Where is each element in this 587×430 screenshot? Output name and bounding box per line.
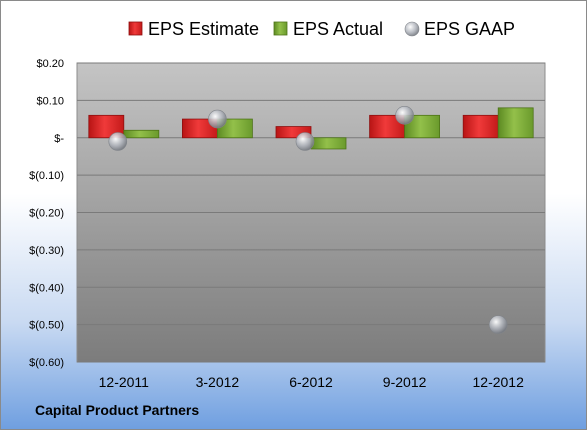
bar-eps-actual	[310, 137, 347, 150]
bar-series	[88, 107, 534, 150]
x-tick-label: 12-2012	[473, 374, 525, 390]
y-tick-label: $-	[54, 133, 64, 145]
bar-eps-estimate	[88, 114, 125, 139]
legend: EPS Estimate EPS Actual EPS GAAP	[128, 19, 515, 39]
legend-swatch-actual	[273, 21, 288, 36]
bar-eps-estimate	[275, 126, 312, 139]
point-eps-gaap	[488, 315, 508, 334]
point-eps-gaap	[108, 132, 128, 151]
y-tick-label: $0.10	[36, 95, 64, 107]
x-tick-label: 3-2012	[196, 374, 240, 390]
y-tick-label: $(0.50)	[29, 320, 64, 332]
y-tick-label: $(0.60)	[29, 357, 64, 369]
gaap-points	[108, 106, 508, 334]
legend-swatch-gaap	[404, 21, 420, 37]
legend-swatch-estimate	[128, 21, 143, 36]
point-eps-gaap	[208, 109, 227, 129]
x-tick-label: 9-2012	[383, 374, 427, 390]
x-tick-label: 6-2012	[289, 374, 333, 390]
legend-label: EPS Actual	[293, 19, 383, 39]
legend-label: EPS GAAP	[424, 19, 515, 39]
point-eps-gaap	[295, 132, 315, 151]
y-tick-label: $(0.20)	[29, 208, 64, 220]
bar-eps-estimate	[462, 114, 499, 139]
bar-eps-actual	[123, 129, 160, 139]
x-tick-label: 12-2011	[99, 374, 150, 390]
y-tick-label: $(0.30)	[29, 245, 64, 257]
x-axis-tick-labels: 12-2011 3-2012 6-2012 9-2012 12-2012	[99, 374, 524, 390]
bar-eps-actual	[404, 114, 441, 139]
gridlines	[77, 62, 545, 363]
bar-eps-actual	[216, 118, 253, 139]
point-eps-gaap	[395, 106, 414, 125]
bar-eps-actual	[497, 107, 534, 139]
y-tick-label: $0.20	[36, 58, 64, 70]
company-name: Capital Product Partners	[35, 402, 200, 418]
legend-label: EPS Estimate	[148, 19, 259, 39]
y-axis-tick-labels: $0.20 $0.10 $- $(0.10) $(0.20) $(0.30) $(0.40)…	[29, 58, 64, 369]
y-tick-label: $(0.10)	[29, 170, 64, 182]
y-tick-label: $(0.40)	[29, 282, 64, 294]
